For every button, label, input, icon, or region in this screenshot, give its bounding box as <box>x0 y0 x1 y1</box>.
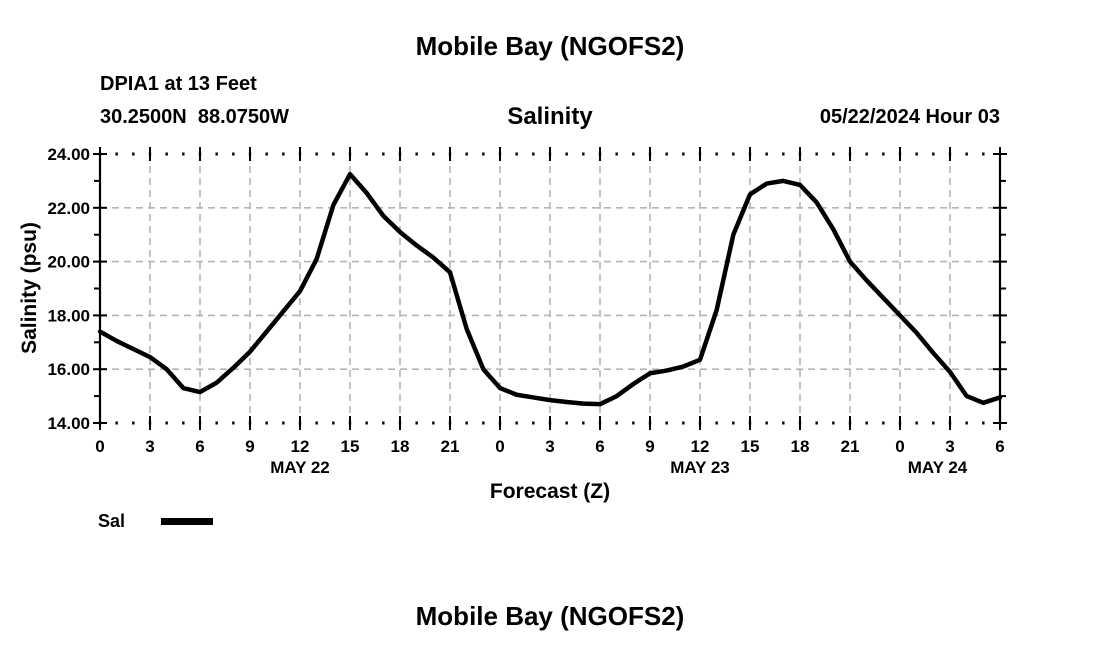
station-coordinates-label: 30.2500N 88.0750W <box>100 106 290 128</box>
model-run-timestamp: 05/22/2024 Hour 03 <box>819 106 1000 128</box>
x-tick-label: 3 <box>545 437 554 456</box>
date-label: MAY 24 <box>908 458 968 477</box>
y-tick-label: 24.00 <box>47 145 90 164</box>
x-tick-label: 6 <box>595 437 604 456</box>
x-tick-label: 15 <box>341 437 360 456</box>
y-tick-label: 20.00 <box>47 253 90 272</box>
x-tick-label: 6 <box>195 437 204 456</box>
y-tick-label: 16.00 <box>47 360 90 379</box>
page-title: Mobile Bay (NGOFS2) <box>415 31 685 61</box>
legend-series-label: Sal <box>98 511 126 531</box>
x-tick-label: 0 <box>895 437 904 456</box>
y-tick-label: 22.00 <box>47 199 90 218</box>
legend-line-swatch <box>161 518 213 525</box>
x-tick-label: 21 <box>841 437 860 456</box>
station-name-label: DPIA1 at 13 Feet <box>100 73 257 95</box>
x-tick-label: 0 <box>495 437 504 456</box>
date-label: MAY 22 <box>270 458 330 477</box>
x-axis-title: Forecast (Z) <box>489 480 611 503</box>
x-tick-label: 9 <box>645 437 654 456</box>
x-tick-label: 9 <box>245 437 254 456</box>
x-tick-label: 18 <box>791 437 810 456</box>
x-tick-label: 15 <box>741 437 760 456</box>
x-tick-label: 12 <box>291 437 310 456</box>
x-tick-label: 0 <box>95 437 104 456</box>
x-tick-label: 18 <box>391 437 410 456</box>
y-tick-label: 14.00 <box>47 414 90 433</box>
x-tick-label: 3 <box>945 437 954 456</box>
date-label: MAY 23 <box>670 458 730 477</box>
y-tick-label: 18.00 <box>47 306 90 325</box>
chart-subtitle: Salinity <box>507 103 593 130</box>
x-tick-label: 21 <box>441 437 460 456</box>
x-tick-label: 6 <box>995 437 1004 456</box>
next-chart-title: Mobile Bay (NGOFS2) <box>415 601 685 631</box>
x-tick-label: 3 <box>145 437 154 456</box>
salinity-curve <box>97 171 1003 407</box>
x-tick-label: 12 <box>691 437 710 456</box>
